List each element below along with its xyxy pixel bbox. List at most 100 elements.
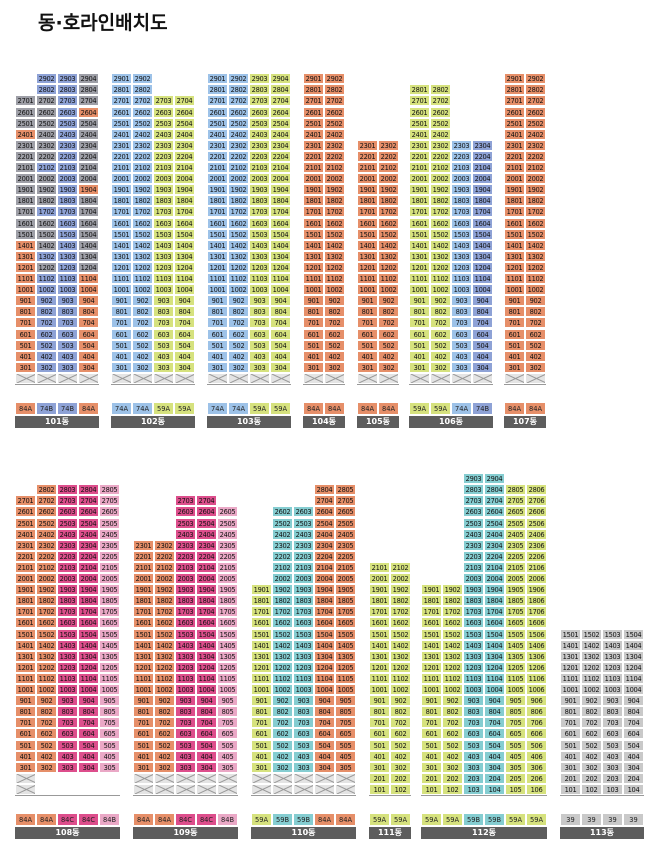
unit-cell: 502	[324, 339, 345, 351]
unit-cell: 1501	[560, 628, 581, 640]
unit-cell: 801	[504, 306, 525, 318]
unit-cell: 1701	[251, 606, 272, 618]
unit-cell: 301	[251, 761, 272, 773]
unit-cell: 1202	[272, 661, 293, 673]
unit-cell: 703	[175, 717, 196, 729]
unit-cell: 601	[111, 328, 132, 340]
unit-cell: 1101	[504, 273, 525, 284]
pilotis-cell	[409, 372, 430, 384]
unit-cell: 403	[451, 350, 472, 362]
unit-cell: 1106	[526, 672, 547, 684]
unit-cell: 402	[272, 750, 293, 762]
unit-cell: 1005	[99, 684, 120, 695]
unit-cell: 1604	[484, 617, 505, 629]
unit-cell: 1102	[581, 672, 602, 684]
unit-cell: 1505	[217, 628, 238, 640]
unit-cell: 2702	[324, 95, 345, 107]
unit-cell: 1504	[270, 228, 291, 240]
unit-cell: 106	[526, 783, 547, 795]
unit-cell: 1804	[174, 195, 195, 207]
unit-cell: 301	[133, 761, 154, 773]
unit-cell: 401	[251, 750, 272, 762]
unit-cell: 1804	[78, 195, 99, 207]
unit-type-label: 74A	[207, 402, 228, 415]
unit-cell: 2205	[217, 550, 238, 562]
unit-cell: 2203	[57, 150, 78, 162]
unit-cell: 303	[57, 761, 78, 773]
unit-cell: 1303	[57, 250, 78, 262]
unit-cell: 1702	[228, 206, 249, 218]
unit-cell: 2504	[196, 517, 217, 529]
unit-cell: 2604	[78, 506, 99, 518]
unit-cell: 901	[409, 295, 430, 307]
unit-cell: 1601	[409, 217, 430, 229]
unit-cell: 2902	[324, 73, 345, 85]
unit-cell: 1304	[196, 650, 217, 662]
unit-type-label: 59B	[484, 813, 505, 826]
unit-cell: 1203	[153, 261, 174, 273]
pilotis-cell	[15, 783, 36, 795]
unit-cell: 2101	[369, 561, 390, 573]
unit-cell: 1104	[196, 672, 217, 684]
unit-cell: 1803	[293, 595, 314, 607]
unit-cell: 602	[36, 728, 57, 740]
unit-cell: 701	[409, 317, 430, 329]
unit-cell: 2902	[132, 73, 153, 85]
unit-cell: 2104	[78, 162, 99, 173]
unit-cell: 1902	[154, 584, 175, 596]
unit-cell: 1403	[293, 639, 314, 651]
unit-cell: 306	[526, 761, 547, 773]
unit-cell: 1705	[217, 606, 238, 618]
unit-cell: 1601	[251, 617, 272, 629]
unit-cell: 902	[132, 295, 153, 307]
unit-cell: 1904	[196, 584, 217, 596]
pilotis-cell	[303, 372, 324, 384]
unit-cell: 604	[472, 328, 493, 340]
unit-cell: 1301	[357, 250, 378, 262]
unit-cell: 502	[132, 339, 153, 351]
unit-cell: 805	[335, 706, 356, 718]
unit-cell: 701	[133, 717, 154, 729]
unit-cell: 2402	[525, 128, 546, 140]
unit-cell: 401	[111, 350, 132, 362]
unit-cell: 2704	[196, 495, 217, 507]
unit-cell: 2203	[293, 550, 314, 562]
unit-cell: 902	[430, 295, 451, 307]
unit-cell: 402	[324, 350, 345, 362]
unit-cell: 1701	[207, 206, 228, 218]
unit-cell: 505	[217, 739, 238, 751]
unit-cell: 402	[442, 750, 463, 762]
unit-cell: 2605	[505, 506, 526, 518]
unit-cell: 1101	[15, 672, 36, 684]
unit-cell: 301	[421, 761, 442, 773]
unit-cell: 2502	[324, 117, 345, 129]
unit-cell: 506	[526, 739, 547, 751]
unit-cell: 2502	[36, 517, 57, 529]
pilotis-cell	[504, 372, 525, 384]
unit-cell: 1605	[505, 617, 526, 629]
unit-cell: 504	[196, 739, 217, 751]
unit-cell: 805	[217, 706, 238, 718]
unit-cell: 2101	[357, 162, 378, 173]
unit-cell: 1103	[451, 273, 472, 284]
unit-cell: 2503	[293, 517, 314, 529]
unit-cell: 802	[36, 706, 57, 718]
unit-cell: 1701	[421, 606, 442, 618]
unit-cell: 1202	[442, 661, 463, 673]
unit-cell: 301	[207, 361, 228, 373]
unit-cell: 403	[249, 350, 270, 362]
unit-cell: 1504	[78, 228, 99, 240]
unit-cell: 1002	[442, 684, 463, 695]
unit-cell: 803	[602, 706, 623, 718]
unit-cell: 2003	[175, 573, 196, 584]
unit-cell: 2203	[57, 550, 78, 562]
unit-cell: 1305	[335, 650, 356, 662]
unit-cell: 2601	[504, 106, 525, 118]
unit-cell: 1102	[228, 273, 249, 284]
unit-cell: 301	[369, 761, 390, 773]
unit-cell: 2602	[324, 106, 345, 118]
unit-cell: 304	[78, 761, 99, 773]
unit-cell: 401	[133, 750, 154, 762]
unit-cell: 301	[15, 361, 36, 373]
unit-cell: 304	[314, 761, 335, 773]
